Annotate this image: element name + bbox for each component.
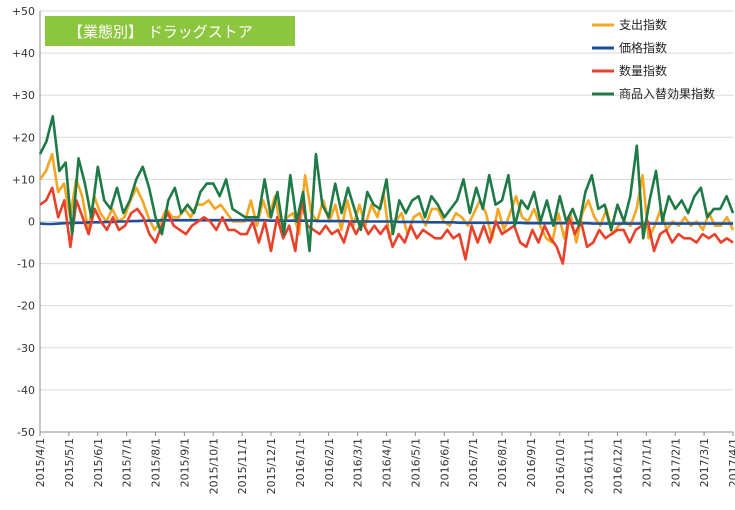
x-tick-label: 2016/1/1 <box>294 438 307 487</box>
y-tick-label: -10 <box>17 258 35 271</box>
x-tick-label: 2015/8/1 <box>150 438 163 487</box>
y-tick-label: +50 <box>12 5 35 18</box>
y-tick-label: -50 <box>17 426 35 439</box>
y-tick-label: +30 <box>12 89 35 102</box>
series-line-0 <box>38 152 735 244</box>
series-line-3 <box>38 115 735 253</box>
x-tick-label: 2017/3/1 <box>698 438 711 487</box>
x-tick-label: 2016/10/1 <box>554 438 567 494</box>
x-tick-label: 2016/11/1 <box>583 438 596 494</box>
y-tick-label: +10 <box>12 173 35 186</box>
x-tick-label: 2016/8/1 <box>496 438 509 487</box>
x-tick-label: 2016/2/1 <box>323 438 336 487</box>
x-tick-label: 2015/9/1 <box>178 438 191 487</box>
x-tick-label: 2016/12/1 <box>612 438 625 494</box>
x-tick-label: 2016/6/1 <box>438 438 451 487</box>
x-tick-label: 2016/3/1 <box>352 438 365 487</box>
x-tick-label: 2017/1/1 <box>640 438 653 487</box>
title-background <box>45 16 295 46</box>
x-tick-label: 2015/5/1 <box>63 438 76 487</box>
title-box: 【業態別】 ドラッグストア <box>45 16 295 46</box>
legend-label: 商品入替効果指数 <box>619 86 715 101</box>
x-tick-label: 2016/7/1 <box>467 438 480 487</box>
legend-label: 数量指数 <box>619 63 667 78</box>
x-tick-label: 2017/4/1 <box>727 438 735 487</box>
x-tick-label: 2015/10/1 <box>207 438 220 494</box>
series-line-2 <box>39 186 734 265</box>
series-lines <box>38 115 735 265</box>
x-tick-label: 2015/11/1 <box>236 438 249 494</box>
x-tick-label: 2016/4/1 <box>381 438 394 487</box>
legend-label: 価格指数 <box>619 40 667 55</box>
x-tick-label: 2015/12/1 <box>265 438 278 494</box>
x-axis: 2015/4/1 2015/5/1 2015/6/1 2015/7/1 2015/8/1… <box>34 432 735 494</box>
x-tick-label: 2017/2/1 <box>669 438 682 487</box>
x-tick-label: 2015/4/1 <box>34 438 47 487</box>
y-tick-label: 0 <box>28 216 35 229</box>
x-tick-label: 2015/6/1 <box>92 438 105 487</box>
x-tick-label: 2016/5/1 <box>409 438 422 487</box>
y-tick-label: -40 <box>17 384 35 397</box>
x-tick-label: 2015/7/1 <box>121 438 134 487</box>
chart-title: 【業態別】 ドラッグストア <box>68 23 253 41</box>
y-tick-label: +20 <box>12 131 35 144</box>
y-tick-label: +40 <box>12 47 35 60</box>
y-tick-label: -30 <box>17 342 35 355</box>
legend-label: 支出指数 <box>619 17 667 32</box>
x-tick-label: 2016/9/1 <box>525 438 538 487</box>
y-tick-label: -20 <box>17 300 35 313</box>
